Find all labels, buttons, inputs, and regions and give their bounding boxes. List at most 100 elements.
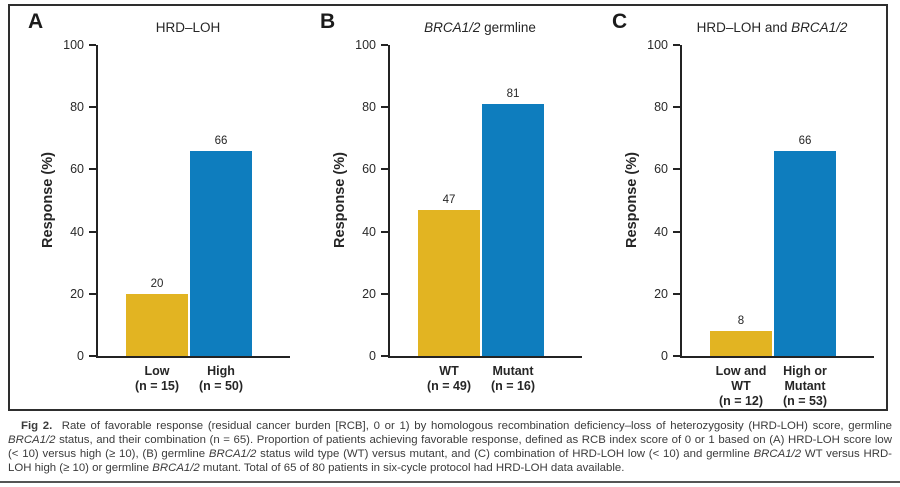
y-axis-label: Response (%) xyxy=(624,152,640,248)
x-category-line: Mutant xyxy=(492,364,534,378)
y-tick-label: 80 xyxy=(654,100,668,115)
panel-letter: A xyxy=(28,10,44,33)
y-tick-label: 0 xyxy=(77,349,84,363)
text-segment: HRD–LOH and xyxy=(696,20,792,35)
y-tick: 0 xyxy=(661,349,680,363)
y-tick-label: 60 xyxy=(70,162,84,177)
panel-C: C HRD–LOH and BRCA1/2 Response (%) 0 20 40 60 8… xyxy=(594,6,886,409)
x-category-label: Mutant (n = 16) xyxy=(472,364,554,394)
y-tick: 100 xyxy=(355,38,388,52)
panel-title: HRD–LOH and BRCA1/2 xyxy=(672,20,872,35)
y-tick: 100 xyxy=(63,38,96,52)
y-tick: 60 xyxy=(654,162,680,176)
x-category-line: Mutant xyxy=(784,379,826,393)
x-category-label: High or Mutant (n = 53) xyxy=(764,364,846,409)
text-segment: BRCA1/2 xyxy=(791,20,848,35)
bar-low-and xyxy=(710,331,772,356)
caption-text: WT versus HRD-LOH high (≥ 10) or germlin… xyxy=(8,447,892,474)
panel-A: A HRD–LOH Response (%) 0 20 40 60 80 100 20 Low (n … xyxy=(10,6,302,409)
x-category-line: (n = 49) xyxy=(426,379,472,393)
bar-value-label: 66 xyxy=(798,134,812,147)
x-category-line: (n = 53) xyxy=(782,394,828,408)
y-tick-label: 80 xyxy=(70,100,84,115)
panel-title: HRD–LOH xyxy=(88,20,288,35)
caption-text: Rate of favorable response (residual can… xyxy=(52,420,892,432)
panel-B: B BRCA1/2 germline Response (%) 0 20 40 60 80 10… xyxy=(302,6,594,409)
x-category-label: Low and WT (n = 12) xyxy=(700,364,782,409)
y-tick: 20 xyxy=(654,287,680,301)
chart-panels: A HRD–LOH Response (%) 0 20 40 60 80 100 20 Low (n … xyxy=(10,6,886,409)
panel-letter: C xyxy=(612,10,628,33)
caption-text: BRCA1/2 xyxy=(753,447,802,460)
y-tick: 20 xyxy=(70,287,96,301)
caption-text: BRCA1/2 xyxy=(208,447,257,460)
figure-label: Fig 2. xyxy=(21,420,53,432)
x-category-line: Low and xyxy=(715,364,767,378)
y-tick-label: 40 xyxy=(70,224,84,239)
y-tick: 40 xyxy=(654,225,680,239)
bar-high-or xyxy=(774,150,836,356)
plot-area: 0 20 40 60 80 100 20 Low (n = 15) 66 High (n = 50) xyxy=(63,38,290,393)
y-axis-label: Response (%) xyxy=(40,152,56,248)
bar-value-label: 47 xyxy=(442,193,456,206)
y-tick-label: 100 xyxy=(647,38,668,52)
x-category-label: WT (n = 49) xyxy=(408,364,490,394)
x-category-line: (n = 50) xyxy=(198,379,244,393)
bar-wt xyxy=(418,209,480,356)
y-tick: 0 xyxy=(369,349,388,363)
y-tick-label: 0 xyxy=(661,349,668,363)
x-category-line: High xyxy=(207,364,235,378)
bar-value-label: 81 xyxy=(506,88,520,101)
panel-letter: B xyxy=(320,10,336,33)
y-tick: 60 xyxy=(362,162,388,176)
y-tick-label: 0 xyxy=(369,349,376,363)
caption-text: status, and their combination (n = 65). … xyxy=(8,433,892,460)
y-tick: 40 xyxy=(362,225,388,239)
x-category-label: Low (n = 15) xyxy=(116,364,198,394)
x-category-line: Low xyxy=(144,364,170,378)
x-category-line: (n = 15) xyxy=(134,379,180,393)
x-category-line: (n = 16) xyxy=(490,379,536,393)
bar-value-label: 20 xyxy=(150,277,164,290)
y-tick: 80 xyxy=(362,100,388,114)
bottom-rule xyxy=(0,481,900,483)
y-tick-label: 40 xyxy=(654,224,668,239)
plot-area: 0 20 40 60 80 100 47 WT (n = 49) 81 Mutant (n = 16) xyxy=(355,38,582,393)
y-tick-label: 100 xyxy=(355,38,376,52)
y-tick-label: 100 xyxy=(63,38,84,52)
bar-value-label: 8 xyxy=(737,315,745,328)
caption-text: status wild type (WT) versus mutant, and… xyxy=(256,447,754,460)
y-axis-label: Response (%) xyxy=(332,152,348,248)
y-tick-label: 60 xyxy=(654,162,668,177)
text-segment: germline xyxy=(480,20,536,35)
y-tick: 60 xyxy=(70,162,96,176)
y-tick-label: 20 xyxy=(70,286,84,301)
text-segment: BRCA1/2 xyxy=(424,20,481,35)
y-tick: 80 xyxy=(70,100,96,114)
x-category-line: High or xyxy=(783,364,827,378)
y-tick: 20 xyxy=(362,287,388,301)
bar-mutant xyxy=(482,104,544,356)
x-category-line: WT xyxy=(439,364,459,378)
y-tick: 0 xyxy=(77,349,96,363)
bar-low xyxy=(126,293,188,356)
caption-text: mutant. Total of 65 of 80 patients in si… xyxy=(199,461,625,474)
bar-high xyxy=(190,150,252,356)
y-tick-label: 20 xyxy=(362,286,376,301)
text-segment: HRD–LOH xyxy=(155,20,221,35)
y-tick-label: 20 xyxy=(654,286,668,301)
plot-area: 0 20 40 60 80 100 8 Low and WT (n = 12) 66 High or M… xyxy=(647,38,874,408)
figure-box: A HRD–LOH Response (%) 0 20 40 60 80 100 20 Low (n … xyxy=(8,4,888,411)
y-tick: 80 xyxy=(654,100,680,114)
y-tick-label: 80 xyxy=(362,100,376,115)
panel-title: BRCA1/2 germline xyxy=(380,20,580,35)
x-category-label: High (n = 50) xyxy=(180,364,262,394)
bar-value-label: 66 xyxy=(214,134,228,147)
y-tick-label: 40 xyxy=(362,224,376,239)
y-tick: 100 xyxy=(647,38,680,52)
caption-text: BRCA1/2 xyxy=(8,433,56,446)
y-tick: 40 xyxy=(70,225,96,239)
x-category-line: (n = 12) xyxy=(718,394,764,408)
x-category-line: WT xyxy=(731,379,751,393)
